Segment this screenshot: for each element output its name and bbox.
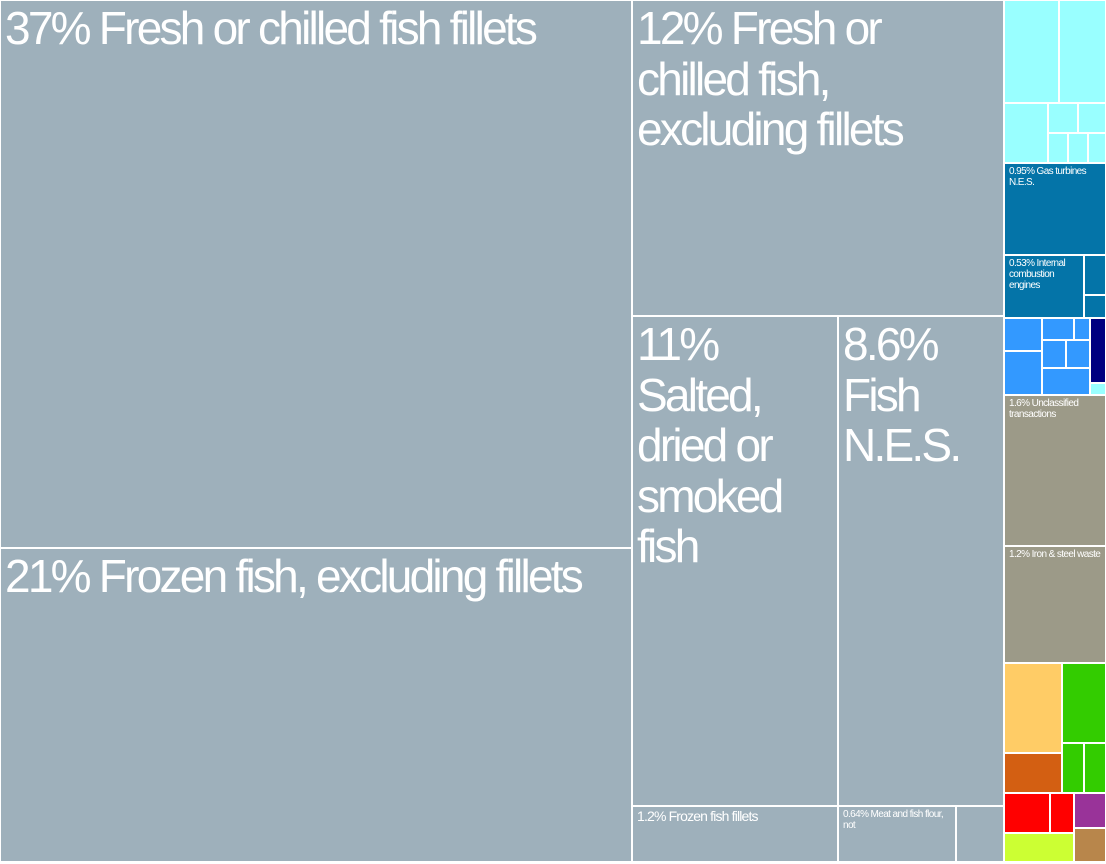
tile <box>1004 753 1062 793</box>
tile <box>1062 663 1106 743</box>
tile <box>1042 318 1074 340</box>
tile-label: 37% Fresh or chilled fish fillets <box>5 2 538 54</box>
tile-label: 11% Salted, dried or smoked fish <box>637 318 784 573</box>
tile <box>1004 103 1048 163</box>
tile-label: 0.53% Internal combustion engines <box>1009 258 1066 291</box>
tile-label: 12% Fresh or chilled fish, excluding fil… <box>637 2 905 156</box>
tile-label: 1.6% Unclassified transactions <box>1009 398 1079 420</box>
tile <box>1004 833 1074 862</box>
tile: 8.6% Fish N.E.S. <box>838 316 1004 806</box>
tile: 37% Fresh or chilled fish fillets <box>0 0 632 548</box>
tile <box>1004 0 1059 103</box>
tile <box>1048 133 1068 163</box>
tile <box>1004 318 1042 351</box>
tile: 21% Frozen fish, excluding fillets <box>0 548 632 862</box>
tile <box>1084 295 1106 318</box>
tile-label: 1.2% Frozen fish fillets <box>637 808 759 824</box>
tile <box>1084 743 1106 793</box>
tile <box>1090 383 1106 395</box>
tile <box>1074 793 1106 828</box>
tile <box>1059 0 1106 103</box>
tile-label: 8.6% Fish N.E.S. <box>843 318 962 472</box>
tile <box>1074 318 1090 340</box>
tile: 0.64% Meat and fish flour, not <box>838 806 956 862</box>
tile <box>1042 340 1066 368</box>
tile <box>956 806 1004 862</box>
tile: 0.53% Internal combustion engines <box>1004 255 1084 318</box>
tile <box>1084 255 1106 295</box>
tile-label: 0.64% Meat and fish flour, not <box>843 809 944 831</box>
tile: 1.6% Unclassified transactions <box>1004 395 1106 546</box>
tile-label: 1.2% Iron & steel waste <box>1009 549 1101 560</box>
tile <box>1048 103 1078 133</box>
tile <box>1062 743 1084 793</box>
tile: 1.2% Frozen fish fillets <box>632 806 838 862</box>
tile <box>1066 340 1090 368</box>
tile <box>1088 133 1106 163</box>
tile <box>1074 828 1106 862</box>
tile-label: 0.95% Gas turbines N.E.S. <box>1009 166 1087 188</box>
tile <box>1050 793 1074 833</box>
tile: 12% Fresh or chilled fish, excluding fil… <box>632 0 1004 316</box>
tile <box>1068 133 1088 163</box>
tile <box>1042 368 1090 395</box>
tile-label: 21% Frozen fish, excluding fillets <box>5 550 584 602</box>
tile <box>1004 351 1042 395</box>
tile <box>1090 318 1106 383</box>
tile <box>1078 103 1106 133</box>
tile <box>1004 663 1062 753</box>
tile: 0.95% Gas turbines N.E.S. <box>1004 163 1106 255</box>
tile <box>1004 793 1050 833</box>
tile: 1.2% Iron & steel waste <box>1004 546 1106 663</box>
tile: 11% Salted, dried or smoked fish <box>632 316 838 806</box>
